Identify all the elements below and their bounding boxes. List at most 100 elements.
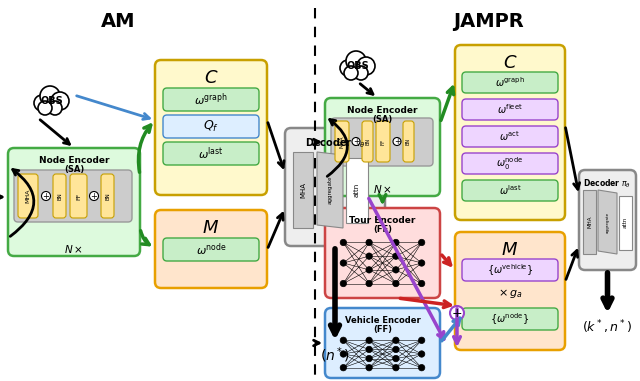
- Text: $\omega_0^{\mathrm{node}}$: $\omega_0^{\mathrm{node}}$: [497, 155, 524, 172]
- Circle shape: [450, 306, 464, 320]
- Circle shape: [51, 92, 69, 110]
- Text: MHA: MHA: [339, 135, 344, 148]
- Text: +: +: [394, 138, 400, 147]
- Circle shape: [42, 192, 51, 200]
- Circle shape: [393, 253, 399, 259]
- Text: FF: FF: [381, 138, 385, 145]
- Text: +: +: [452, 307, 462, 320]
- Text: $\mathit{C}$: $\mathit{C}$: [503, 54, 517, 72]
- Circle shape: [340, 260, 347, 266]
- Circle shape: [393, 355, 399, 362]
- Text: $\omega^{\mathrm{fleet}}$: $\omega^{\mathrm{fleet}}$: [497, 102, 523, 117]
- Circle shape: [40, 86, 60, 106]
- Circle shape: [366, 253, 372, 259]
- Text: (FF): (FF): [373, 325, 392, 334]
- Text: BN: BN: [365, 138, 370, 145]
- Circle shape: [340, 351, 347, 357]
- Bar: [346, 158, 368, 223]
- FancyBboxPatch shape: [163, 238, 259, 261]
- Text: +: +: [91, 192, 97, 201]
- Circle shape: [340, 280, 347, 287]
- Circle shape: [346, 51, 366, 71]
- FancyBboxPatch shape: [455, 45, 565, 220]
- FancyBboxPatch shape: [579, 170, 636, 270]
- Bar: [619, 196, 632, 250]
- Circle shape: [366, 267, 372, 273]
- Circle shape: [393, 280, 399, 287]
- Text: $(k^*, n^*)$: $(k^*, n^*)$: [582, 318, 632, 336]
- FancyBboxPatch shape: [18, 174, 38, 218]
- Text: JAMPR: JAMPR: [452, 12, 524, 31]
- Text: Decoder $\pi_\theta$: Decoder $\pi_\theta$: [305, 136, 365, 150]
- Circle shape: [366, 355, 372, 362]
- Polygon shape: [317, 152, 343, 228]
- FancyBboxPatch shape: [462, 72, 558, 93]
- Text: $\{\omega^{\mathrm{node}}\}$: $\{\omega^{\mathrm{node}}\}$: [490, 311, 530, 327]
- Text: OBS: OBS: [40, 96, 63, 106]
- Circle shape: [366, 365, 372, 371]
- Circle shape: [352, 138, 360, 146]
- FancyBboxPatch shape: [403, 121, 414, 162]
- Text: $\omega^{\mathrm{graph}}$: $\omega^{\mathrm{graph}}$: [194, 91, 228, 108]
- Circle shape: [366, 239, 372, 246]
- FancyBboxPatch shape: [325, 208, 440, 298]
- Text: Decoder $\pi_\theta$: Decoder $\pi_\theta$: [584, 177, 632, 189]
- Polygon shape: [598, 190, 617, 254]
- Circle shape: [419, 280, 425, 287]
- Bar: [583, 190, 596, 254]
- FancyBboxPatch shape: [70, 174, 87, 218]
- Circle shape: [90, 192, 99, 200]
- Text: +: +: [43, 192, 49, 201]
- Circle shape: [366, 346, 372, 353]
- Text: FF: FF: [76, 192, 81, 200]
- FancyBboxPatch shape: [163, 88, 259, 111]
- Circle shape: [419, 365, 425, 371]
- Circle shape: [34, 95, 50, 111]
- FancyBboxPatch shape: [155, 60, 267, 195]
- FancyBboxPatch shape: [462, 308, 558, 330]
- Text: $N\times$: $N\times$: [65, 243, 84, 255]
- FancyBboxPatch shape: [14, 170, 132, 222]
- FancyBboxPatch shape: [285, 128, 385, 246]
- Text: +: +: [353, 138, 359, 147]
- Text: (FF): (FF): [373, 225, 392, 234]
- Circle shape: [366, 280, 372, 287]
- Text: $\mathit{M}$: $\mathit{M}$: [502, 241, 518, 259]
- Text: $\omega^{\mathrm{act}}$: $\omega^{\mathrm{act}}$: [499, 130, 520, 143]
- Text: $\times\,g_a$: $\times\,g_a$: [498, 288, 522, 301]
- Text: BN: BN: [57, 192, 62, 200]
- Text: Vehicle Encoder: Vehicle Encoder: [344, 316, 420, 325]
- FancyBboxPatch shape: [101, 174, 114, 218]
- Circle shape: [393, 267, 399, 273]
- Text: MHA: MHA: [300, 182, 306, 198]
- Circle shape: [340, 60, 356, 76]
- Text: $\omega^{\mathrm{last}}$: $\omega^{\mathrm{last}}$: [499, 184, 522, 197]
- FancyBboxPatch shape: [376, 121, 390, 162]
- Text: BN: BN: [105, 192, 110, 200]
- Circle shape: [48, 101, 62, 115]
- Text: attn: attn: [354, 183, 360, 197]
- FancyBboxPatch shape: [462, 153, 558, 174]
- FancyBboxPatch shape: [335, 121, 349, 162]
- Text: (SA): (SA): [64, 165, 84, 174]
- Text: aggregate: aggregate: [605, 211, 609, 232]
- FancyBboxPatch shape: [8, 148, 140, 256]
- Circle shape: [393, 346, 399, 353]
- Text: Node Encoder: Node Encoder: [348, 106, 418, 115]
- FancyBboxPatch shape: [462, 99, 558, 120]
- Text: Node Encoder: Node Encoder: [39, 156, 109, 165]
- Circle shape: [340, 365, 347, 371]
- Circle shape: [419, 260, 425, 266]
- Text: attn: attn: [623, 216, 628, 227]
- Circle shape: [393, 365, 399, 371]
- Bar: [293, 152, 313, 228]
- Text: $N\times$: $N\times$: [373, 183, 392, 195]
- Circle shape: [419, 337, 425, 344]
- Circle shape: [340, 239, 347, 246]
- Text: $\omega^{\mathrm{graph}}$: $\omega^{\mathrm{graph}}$: [495, 75, 525, 90]
- Circle shape: [340, 337, 347, 344]
- FancyBboxPatch shape: [325, 98, 440, 196]
- Text: OBS: OBS: [347, 61, 369, 71]
- FancyBboxPatch shape: [462, 126, 558, 147]
- FancyBboxPatch shape: [155, 210, 267, 288]
